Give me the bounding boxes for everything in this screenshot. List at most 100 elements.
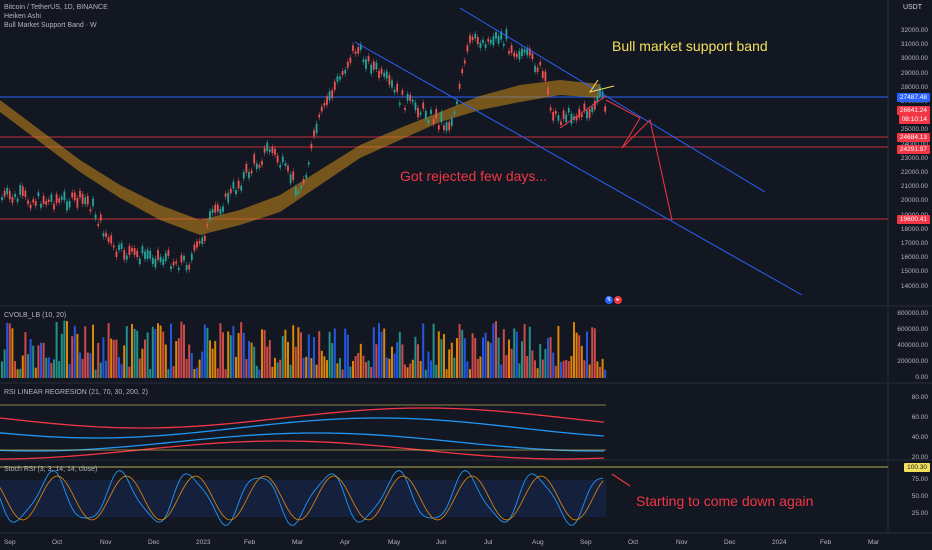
- volume-bar: [29, 339, 32, 378]
- candle-body: [484, 44, 487, 49]
- volume-bar: [502, 329, 505, 378]
- price-unit-label[interactable]: USDT: [902, 4, 922, 11]
- candle-body: [471, 36, 474, 41]
- support-band: [0, 80, 600, 235]
- volume-bar: [573, 322, 575, 378]
- volume-bar: [151, 326, 154, 378]
- candle-body: [521, 48, 523, 57]
- candle-body: [214, 204, 217, 213]
- volume-bar: [235, 356, 237, 378]
- rsi-upper-red: [0, 407, 605, 429]
- candle-body: [326, 96, 328, 105]
- candle-body: [34, 201, 37, 206]
- candle-body: [534, 65, 536, 72]
- volume-bar: [112, 339, 115, 378]
- flag-icon[interactable]: ▸: [614, 296, 622, 304]
- candle-body: [120, 243, 123, 249]
- volume-bar: [232, 325, 235, 378]
- candle-body: [476, 37, 479, 44]
- candle-body: [203, 235, 206, 242]
- candle-body: [580, 113, 583, 118]
- candle-body: [541, 71, 544, 78]
- volume-bar: [263, 329, 266, 378]
- volume-bar: [354, 356, 357, 378]
- support-band-annotation[interactable]: Bull market support band: [612, 38, 768, 54]
- volume-bar: [562, 360, 565, 378]
- symbol-label[interactable]: Bitcoin / TetherUS, 1D, BINANCE: [4, 4, 108, 11]
- time-tick: 2023: [196, 539, 211, 546]
- candle-body: [172, 261, 175, 266]
- volume-bar: [328, 331, 331, 378]
- rejection-annotation[interactable]: Got rejected few days...: [400, 168, 548, 184]
- rsi-tick: 40.00: [911, 434, 928, 441]
- candle-body: [549, 107, 552, 111]
- price-tick: 14000.00: [900, 282, 928, 290]
- candle-body: [263, 147, 266, 153]
- volume-bar: [120, 364, 123, 378]
- time-tick: Feb: [820, 539, 832, 546]
- candle-body: [305, 174, 308, 179]
- volume-bar: [471, 333, 474, 378]
- stoch-annotation[interactable]: Starting to come down again: [636, 493, 814, 509]
- rsi-pane-title[interactable]: RSI LINEAR REGRESION (21, 70, 30, 200, 2…: [4, 389, 148, 396]
- volume-bar: [84, 326, 87, 378]
- volume-bar: [536, 368, 539, 378]
- candle-body: [539, 61, 542, 66]
- dividend-icon[interactable]: ↯: [605, 296, 613, 304]
- volume-bar: [570, 356, 573, 378]
- time-tick: Apr: [340, 539, 351, 546]
- candle-body: [89, 209, 92, 212]
- volume-bar: [203, 324, 206, 378]
- candle-body: [411, 99, 414, 102]
- stoch-tick: 50.00: [911, 493, 928, 500]
- volume-bar: [315, 364, 318, 378]
- volume-bar: [89, 353, 92, 378]
- candle-body: [201, 237, 204, 244]
- time-tick: Aug: [532, 539, 544, 546]
- candle-body: [292, 171, 295, 181]
- volume-bar: [50, 362, 53, 378]
- volume-bar: [456, 338, 458, 378]
- volume-bar: [154, 329, 157, 378]
- volume-bar: [300, 332, 302, 378]
- indicator-label[interactable]: Bull Market Support Band · W: [4, 22, 97, 29]
- candle-body: [352, 45, 354, 51]
- candle-body: [144, 251, 146, 259]
- volume-bar: [575, 332, 578, 378]
- candle-body: [60, 196, 63, 200]
- volume-bar: [281, 336, 284, 378]
- candle-body: [331, 90, 334, 99]
- candle-body: [159, 256, 162, 262]
- volume-bar: [294, 346, 297, 378]
- volume-bar: [362, 355, 365, 378]
- volume-bar: [526, 355, 529, 378]
- candle-body: [586, 110, 588, 119]
- candle-body: [349, 57, 352, 63]
- volume-pane-title[interactable]: CVOLB_LB (10, 20): [4, 312, 67, 319]
- volume-bar: [105, 360, 107, 378]
- candle-body: [310, 144, 313, 149]
- chart-legend[interactable]: Bitcoin / TetherUS, 1D, BINANCE Heiken A…: [4, 3, 108, 30]
- stoch-pane-title[interactable]: Stoch RSI (3, 3, 14, 14, close): [4, 466, 98, 473]
- volume-bar: [185, 358, 188, 378]
- channel-lower-line: [354, 41, 803, 296]
- volume-tick: 800000.00: [897, 310, 928, 317]
- volume-bar: [34, 367, 37, 378]
- volume-bar: [63, 320, 66, 378]
- candle-body: [424, 110, 427, 120]
- chart-type-label[interactable]: Heiken Ashi: [4, 13, 41, 20]
- candle-body: [271, 147, 274, 154]
- time-tick: 2024: [772, 539, 787, 546]
- volume-bar: [253, 346, 256, 378]
- volume-bar: [53, 359, 55, 378]
- candle-body: [567, 108, 570, 113]
- candle-body: [565, 114, 568, 123]
- candle-body: [99, 214, 102, 221]
- time-tick: Mar: [292, 539, 304, 546]
- volume-bar: [141, 348, 144, 378]
- volume-bar: [479, 356, 482, 378]
- volume-bar: [393, 353, 396, 378]
- candle-body: [229, 188, 232, 194]
